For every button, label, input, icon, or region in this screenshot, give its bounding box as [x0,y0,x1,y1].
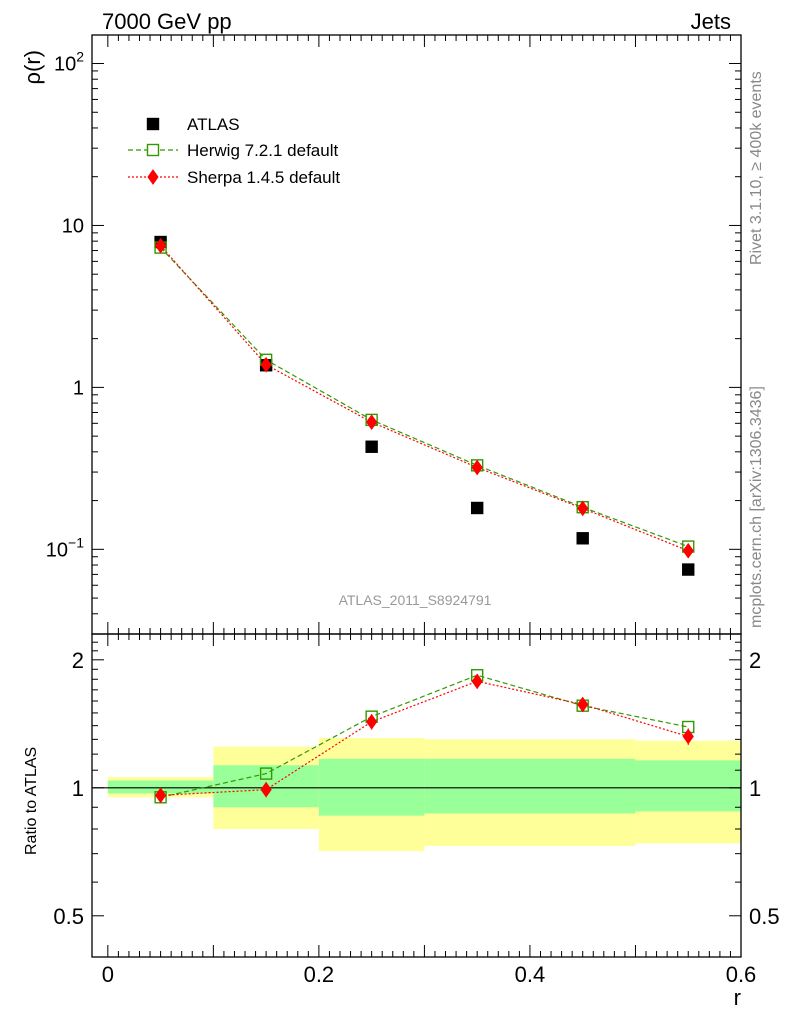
x-axis-label: r [734,985,741,1010]
sherpa-ratio-point [577,696,589,713]
atlas-point [576,532,589,545]
sherpa-point [366,414,378,431]
ratio-y-tick-label-left: 2 [72,648,84,673]
collision-label: 7000 GeV pp [102,9,232,34]
legend: ATLAS Herwig 7.2.1 default Sherpa 1.4.5 de… [128,115,340,187]
uncertainty-band-inner [424,758,636,814]
main-y-tick-label: 10 [62,215,84,237]
analysis-watermark: ATLAS_2011_S8924791 [339,592,492,608]
legend-herwig-marker [146,143,160,157]
herwig-ratio-point [259,767,273,780]
uncertainty-band-inner [635,760,741,812]
ratio-panel: 0 0.2 0.4 0.6 0.5 0.5 1 1 2 2 Ratio to ATLAS r [23,633,780,1010]
x-tick-label: 0.4 [515,962,546,987]
sherpa-ratio-point [260,781,272,798]
ratio-y-tick-label-left: 0.5 [53,904,84,929]
main-y-tick-label: 102 [54,49,84,76]
mcplots-reference-label: mcplots.cern.ch [arXiv:1306.3436] [748,386,765,628]
legend-label: ATLAS [187,115,240,134]
main-y-axis-label: ρ(r) [20,50,45,85]
process-label: Jets [691,9,731,34]
legend-atlas-marker [146,117,160,131]
ratio-y-axis-label: Ratio to ATLAS [23,747,40,855]
main-panel: 102 10 1 10−1 ATLAS_2011_S8924791 ρ(r) ATLA… [20,34,742,635]
ratio-y-tick-label-left: 1 [72,776,84,801]
sherpa-point [471,459,483,476]
rivet-version-label: Rivet 3.1.10, ≥ 400k events [748,71,765,265]
legend-label: Herwig 7.2.1 default [187,141,338,160]
sherpa-point [260,356,272,373]
x-tick-label: 0.2 [304,962,335,987]
sherpa-ratio-point [154,787,167,804]
uncertainty-band-inner [107,780,214,794]
atlas-point [682,563,695,576]
sherpa-ratio-line [160,680,689,796]
sherpa-ratio-point [366,713,378,730]
herwig-ratio-line [160,674,689,798]
ratio-frame [91,633,742,958]
x-tick-label: 0 [102,962,114,987]
atlas-point [365,440,378,453]
ratio-y-tick-label-right: 2 [749,648,761,673]
sherpa-point [154,237,167,254]
sherpa-ratio-point [471,673,483,690]
sherpa-line [160,245,689,552]
main-y-tick-label: 1 [73,377,84,399]
ratio-y-tick-label-right: 1 [749,776,761,801]
legend-label: Sherpa 1.4.5 default [187,168,340,187]
sherpa-point [682,542,694,559]
herwig-line [160,247,689,548]
atlas-point [470,501,484,515]
sherpa-point [577,500,589,517]
sherpa-ratio-point [682,728,694,745]
ratio-data-layer: 0 0.2 0.4 0.6 0.5 0.5 1 1 2 2 [53,633,780,987]
main-y-tick-label: 10−1 [46,534,84,561]
x-tick-label: 0.6 [726,962,757,987]
legend-sherpa-marker [147,169,159,185]
ratio-y-tick-label-right: 0.5 [749,904,780,929]
